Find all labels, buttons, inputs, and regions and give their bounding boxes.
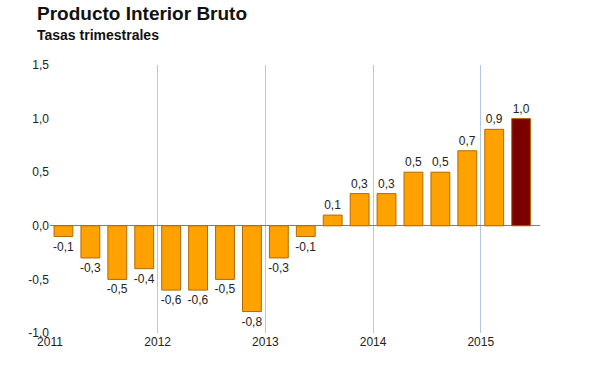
svg-text:2014: 2014 — [360, 335, 387, 349]
svg-text:0,3: 0,3 — [351, 177, 368, 191]
svg-text:-0,3: -0,3 — [268, 261, 289, 275]
svg-text:1,0: 1,0 — [32, 112, 49, 126]
svg-text:-0,6: -0,6 — [188, 293, 209, 307]
svg-text:2013: 2013 — [252, 335, 279, 349]
svg-text:0,5: 0,5 — [405, 155, 422, 169]
svg-text:Tasas trimestrales: Tasas trimestrales — [37, 27, 159, 43]
svg-text:0,0: 0,0 — [32, 219, 49, 233]
svg-text:Producto Interior Bruto: Producto Interior Bruto — [37, 3, 247, 24]
svg-text:-0,4: -0,4 — [134, 272, 155, 286]
svg-text:0,9: 0,9 — [486, 112, 503, 126]
svg-text:2011: 2011 — [37, 335, 63, 349]
svg-text:0,5: 0,5 — [432, 155, 449, 169]
svg-text:-0,8: -0,8 — [241, 315, 262, 329]
svg-text:-0,5: -0,5 — [28, 273, 49, 287]
svg-text:-0,5: -0,5 — [214, 282, 235, 296]
svg-text:0,7: 0,7 — [459, 134, 476, 148]
svg-text:2015: 2015 — [467, 335, 494, 349]
svg-text:0,1: 0,1 — [324, 198, 341, 212]
svg-text:0,3: 0,3 — [378, 177, 395, 191]
svg-text:-1,0: -1,0 — [28, 326, 49, 340]
svg-text:-0,5: -0,5 — [107, 282, 128, 296]
svg-text:0,5: 0,5 — [32, 165, 49, 179]
svg-text:1,5: 1,5 — [32, 58, 49, 72]
svg-text:-0,1: -0,1 — [53, 240, 74, 254]
svg-text:1,0: 1,0 — [513, 102, 530, 116]
svg-text:2012: 2012 — [144, 335, 171, 349]
svg-text:-0,6: -0,6 — [161, 293, 182, 307]
svg-text:-0,3: -0,3 — [80, 261, 101, 275]
svg-text:-0,1: -0,1 — [295, 240, 316, 254]
